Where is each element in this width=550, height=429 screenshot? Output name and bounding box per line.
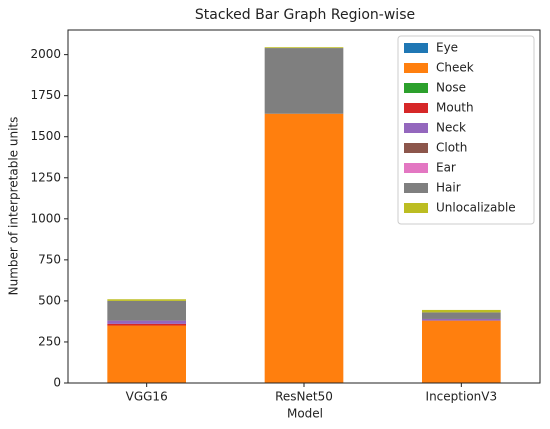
bar-segment <box>107 320 186 324</box>
chart-title: Stacked Bar Graph Region-wise <box>195 7 415 23</box>
x-axis-label: Model <box>287 407 323 421</box>
bar-segment <box>107 299 186 301</box>
legend-swatch <box>404 183 428 193</box>
bar-segment <box>264 48 344 114</box>
legend-label: Ear <box>436 161 456 175</box>
bar-segment <box>422 318 501 321</box>
y-tick-label: 2000 <box>30 47 61 61</box>
legend-swatch <box>404 203 428 213</box>
bar-segment <box>107 300 186 321</box>
x-tick-label: ResNet50 <box>275 390 333 404</box>
bar-segment <box>422 309 501 313</box>
y-tick-label: 750 <box>38 252 61 266</box>
bar-segment <box>422 320 501 383</box>
legend-swatch <box>404 103 428 113</box>
bar-segment <box>107 323 186 326</box>
y-tick-label: 0 <box>53 376 61 390</box>
bar-segment <box>264 47 344 49</box>
bar-segment <box>264 113 344 383</box>
legend-label: Neck <box>436 121 466 135</box>
bar-segment <box>422 312 501 319</box>
plot-frame <box>67 29 541 384</box>
legend-swatch <box>404 143 428 153</box>
y-tick-label: 1750 <box>30 88 61 102</box>
legend-label: Cheek <box>436 61 474 75</box>
bar-segment <box>107 325 186 383</box>
x-tick-label: InceptionV3 <box>426 390 498 404</box>
legend-label: Nose <box>436 81 466 95</box>
legend-swatch <box>404 63 428 73</box>
y-tick-label: 1500 <box>30 129 61 143</box>
x-tick-label: VGG16 <box>126 390 168 404</box>
y-tick-label: 250 <box>38 334 61 348</box>
legend-label: Unlocalizable <box>436 201 516 215</box>
legend-label: Eye <box>436 41 458 55</box>
y-axis-label: Number of interpretable units <box>7 117 21 296</box>
y-tick-label: 500 <box>38 293 61 307</box>
legend-swatch <box>404 43 428 53</box>
legend-swatch <box>404 123 428 133</box>
legend-label: Cloth <box>436 141 467 155</box>
legend-label: Hair <box>436 181 461 195</box>
legend-label: Mouth <box>436 101 474 115</box>
legend-box <box>397 35 535 225</box>
y-tick-label: 1000 <box>30 211 61 225</box>
legend-swatch <box>404 163 428 173</box>
legend-swatch <box>404 83 428 93</box>
y-tick-label: 1250 <box>30 170 61 184</box>
